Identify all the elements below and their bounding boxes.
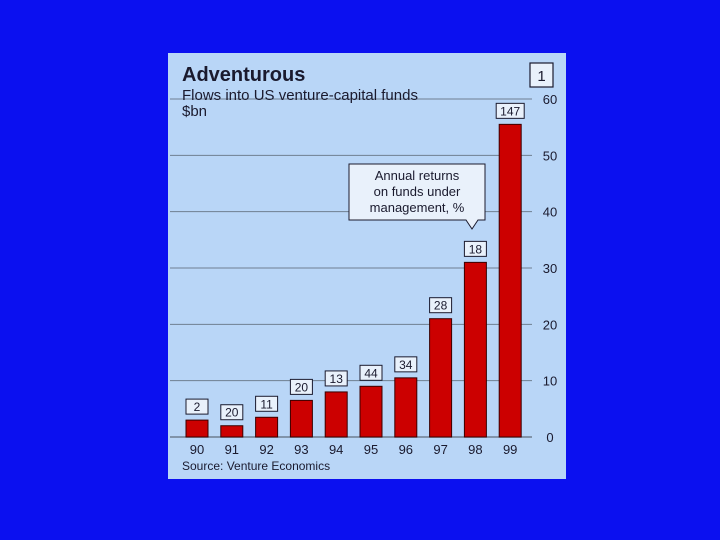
x-tick-label: 91 <box>225 442 239 457</box>
callout-text: management, % <box>370 200 465 215</box>
return-badge <box>429 297 453 314</box>
chart-svg: 0 10 20 30 40 50 60 90 2 91 20 92 11 93 20 94 13 95 44 96 34… <box>170 62 557 473</box>
x-tick-label: 96 <box>399 442 413 457</box>
bar <box>324 391 348 438</box>
return-value: 44 <box>364 366 378 380</box>
return-badge <box>463 240 487 257</box>
x-tick-label: 95 <box>364 442 378 457</box>
y-tick-label: 10 <box>543 374 557 389</box>
y-tick-label: 40 <box>543 205 557 220</box>
y-tick-label: 50 <box>543 148 557 163</box>
chart-number: 1 <box>537 68 545 85</box>
return-badge <box>495 102 525 119</box>
return-badge <box>185 398 209 415</box>
callout-text: Annual returns <box>375 168 460 183</box>
return-value: 28 <box>434 299 448 313</box>
bar <box>359 385 383 438</box>
bar <box>255 416 279 438</box>
return-badge <box>220 404 244 421</box>
callout-box <box>348 163 486 230</box>
bar <box>498 123 522 438</box>
x-tick-label: 93 <box>294 442 308 457</box>
chart-figure: 0 10 20 30 40 50 60 90 2 91 20 92 11 93 20 94 13 95 44 96 34… <box>168 53 566 479</box>
chart-number-box <box>529 62 554 88</box>
x-tick-label: 97 <box>433 442 447 457</box>
x-tick-label: 98 <box>468 442 482 457</box>
x-tick-label: 92 <box>259 442 273 457</box>
y-tick-label: 0 <box>546 430 553 445</box>
return-value: 13 <box>330 372 344 386</box>
bar <box>220 425 244 438</box>
y-tick-label: 20 <box>543 317 557 332</box>
return-value: 20 <box>225 406 239 420</box>
return-value: 11 <box>260 397 273 411</box>
x-tick-label: 99 <box>503 442 517 457</box>
bar <box>394 377 418 438</box>
return-badge <box>324 370 348 387</box>
bar <box>289 399 313 438</box>
unit-label: $bn <box>182 103 207 120</box>
chart-title: Adventurous <box>182 64 305 86</box>
return-badge <box>255 395 279 412</box>
return-value: 20 <box>295 380 309 394</box>
y-tick-label: 60 <box>543 92 557 107</box>
bar <box>463 261 487 438</box>
x-tick-label: 90 <box>190 442 204 457</box>
chart-subtitle: Flows into US venture-capital funds <box>182 87 418 104</box>
source-note: Source: Venture Economics <box>182 459 330 473</box>
bar <box>185 419 209 438</box>
y-tick-label: 30 <box>543 261 557 276</box>
return-value: 2 <box>194 400 201 414</box>
return-badge <box>289 378 313 395</box>
callout-text: on funds under <box>374 184 461 199</box>
return-value: 18 <box>469 242 483 256</box>
return-badge <box>359 364 383 381</box>
bar <box>429 318 453 438</box>
return-value: 147 <box>500 104 520 118</box>
return-value: 34 <box>399 358 413 372</box>
return-badge <box>394 356 418 373</box>
x-tick-label: 94 <box>329 442 343 457</box>
